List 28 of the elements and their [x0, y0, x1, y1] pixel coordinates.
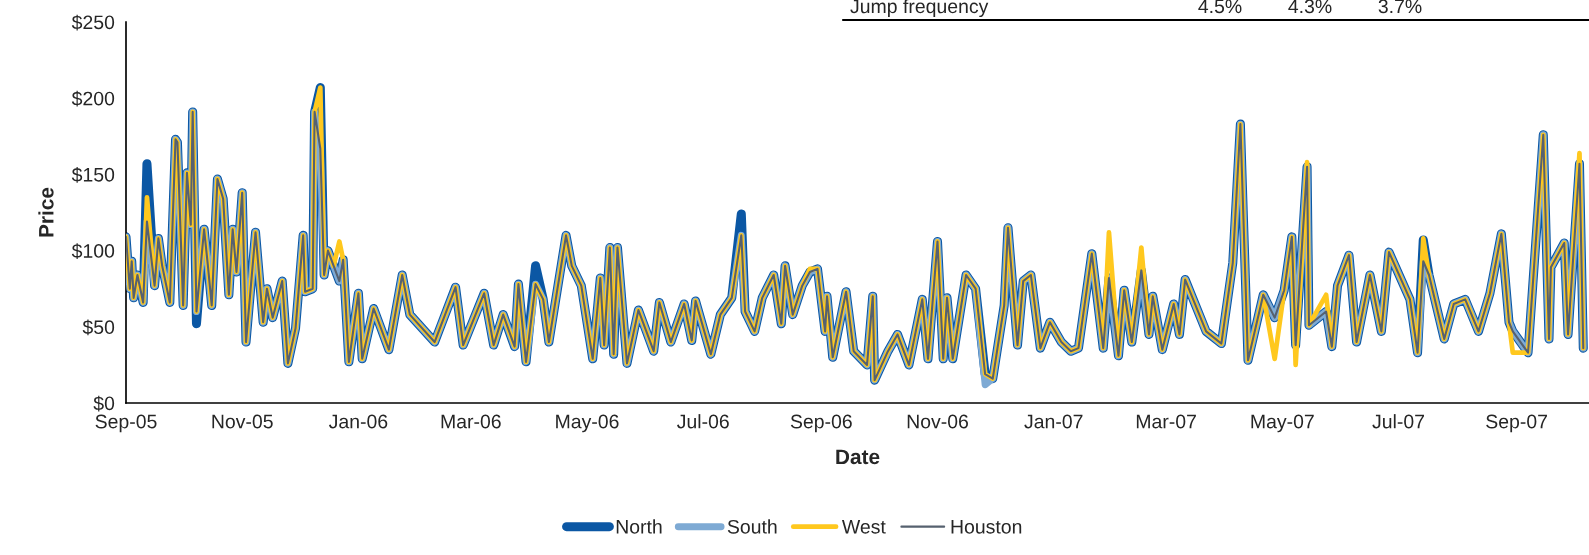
y-tick-label: $50	[82, 319, 115, 336]
x-tick-label: May-07	[1251, 414, 1314, 433]
x-tick-label: May-06	[556, 414, 619, 433]
y-tick-label: $200	[71, 90, 115, 107]
x-tick-label: Sep-05	[95, 414, 157, 433]
x-tick-label: Nov-06	[907, 414, 968, 429]
y-tick-label: $150	[71, 167, 115, 183]
text: 4.3%	[1288, 0, 1332, 14]
text: 3.7%	[1378, 0, 1422, 14]
y-axis-title: Price	[38, 187, 54, 237]
legend-label: Houston	[951, 520, 1022, 534]
x-tick-label: Mar-07	[1136, 414, 1196, 429]
y-tick-label: $100	[71, 243, 115, 259]
legend-label: West	[841, 520, 886, 534]
y-tick-label: $250	[71, 14, 115, 31]
x-tick-label: Sep-07	[1486, 414, 1547, 433]
x-tick-label: Jul-07	[1372, 414, 1425, 429]
x-tick-label: Mar-06	[441, 414, 501, 429]
x-tick-label: Jul-06	[677, 414, 729, 429]
x-tick-label: Sep-06	[790, 414, 852, 433]
legend-label: North	[616, 519, 662, 534]
x-tick-label: Jan-07	[1024, 414, 1083, 429]
legend-label: South	[727, 519, 777, 534]
text: 4.5%	[1198, 0, 1242, 14]
x-tick-label: Jan-06	[328, 414, 388, 429]
x-axis-title: Date	[836, 449, 880, 465]
x-tick-label: Nov-05	[212, 414, 273, 429]
y-tick-label: $0	[93, 395, 115, 412]
